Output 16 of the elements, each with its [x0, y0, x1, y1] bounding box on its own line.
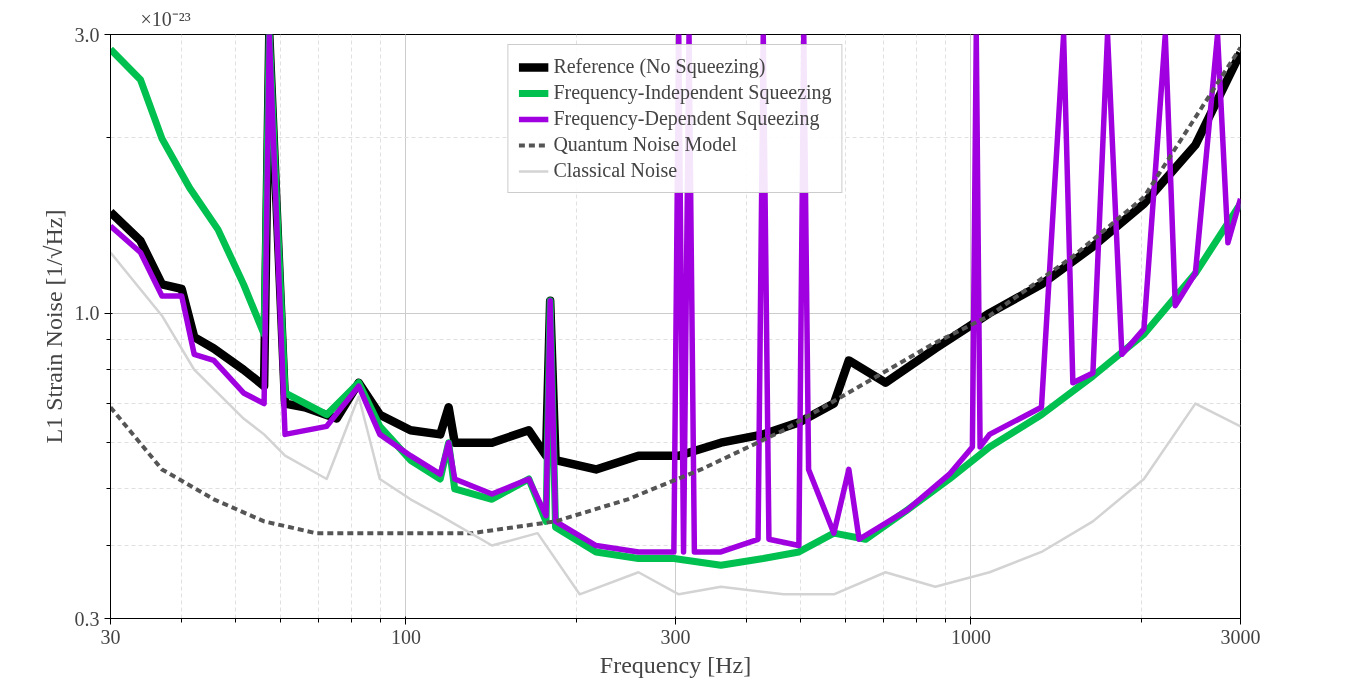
legend-label: Classical Noise: [553, 159, 678, 182]
text: ×10⁻²³: [140, 7, 191, 30]
x-tick-label: 100: [390, 625, 421, 648]
x-tick-label: 30: [100, 625, 121, 648]
legend-label: Reference (No Squeezing): [553, 55, 766, 78]
legend-label: Quantum Noise Model: [553, 133, 737, 156]
x-axis-title: Frequency [Hz]: [599, 651, 752, 678]
y-tick-label: 0.3: [74, 607, 100, 630]
y-tick-label: 1.0: [74, 302, 100, 325]
y-axis-title: L1 Strain Noise [1/√Hz]: [40, 209, 67, 444]
legend-label: Frequency-Independent Squeezing: [553, 81, 832, 104]
x-tick-label: 3000: [1220, 625, 1261, 648]
y-tick-label: 3.0: [74, 23, 100, 46]
legend-label: Frequency-Dependent Squeezing: [553, 107, 820, 130]
x-tick-label: 1000: [950, 625, 991, 648]
x-tick-label: 300: [660, 625, 691, 648]
